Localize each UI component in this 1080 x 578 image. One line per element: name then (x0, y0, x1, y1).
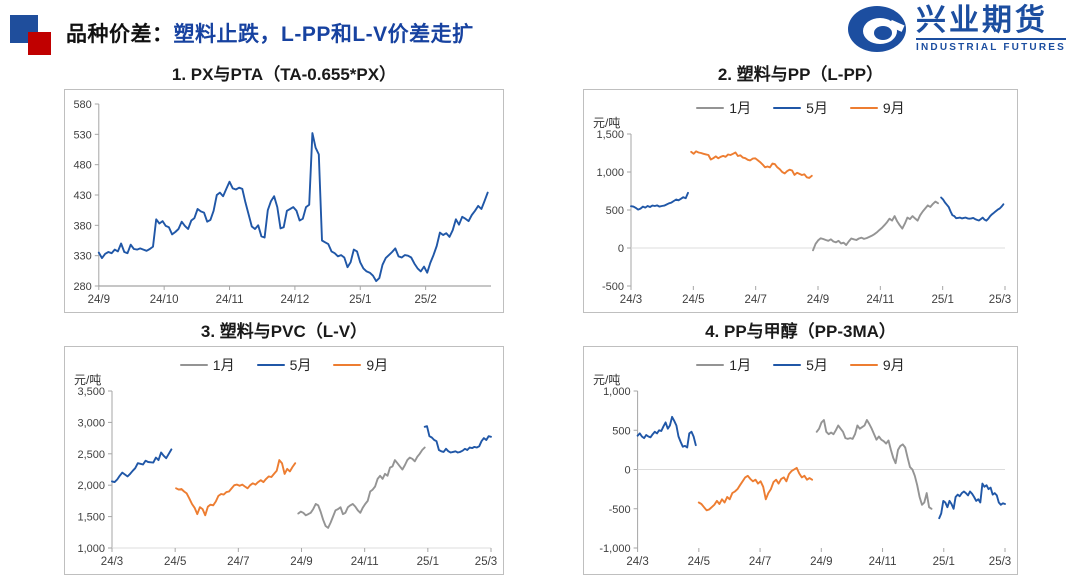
chart-canvas-pp-3ma: -1,000 -500 0 500 1,000 24/3 24/5 24/7 24/9 24/11… (583, 346, 1018, 575)
svg-text:24/7: 24/7 (749, 556, 771, 568)
svg-text:-500: -500 (602, 281, 624, 293)
chart-svg: -500 0 500 1,000 1,500 24/3 24/5 24/7 24/9 24/11 2… (596, 129, 1011, 306)
chart-panel-pp-3ma: 4. PP与甲醇（PP-3MA） -1,000 -500 0 500 1,000 24/3… (583, 313, 1018, 575)
svg-text:24/12: 24/12 (281, 294, 310, 306)
svg-text:1,500: 1,500 (77, 512, 105, 524)
svg-text:24/11: 24/11 (216, 294, 244, 306)
svg-text:24/7: 24/7 (744, 294, 766, 306)
svg-text:25/2: 25/2 (414, 294, 436, 306)
svg-text:25/1: 25/1 (933, 556, 955, 568)
chart-title: 3. 塑料与PVC（L-V） (200, 322, 368, 341)
charts-grid: 1. PX与PTA（TA-0.655*PX） 280 330 380 430 480 53… (64, 60, 1080, 575)
company-logo: 兴业期货 INDUSTRIAL FUTURES (846, 4, 1066, 54)
svg-text:3,500: 3,500 (77, 386, 105, 398)
logo-swirl-icon (848, 6, 907, 52)
chart-title: 2. 塑料与PP（L-PP） (717, 65, 884, 84)
logo-name-en: INDUSTRIAL FUTURES (916, 37, 1066, 53)
red-square (28, 32, 51, 55)
svg-text:-1,000: -1,000 (599, 543, 630, 555)
header: 品种价差：塑料止跌，L-PP和L-V价差走扩 兴业期货 INDUSTRIAL F… (0, 0, 1080, 60)
chart-panel-l-v: 3. 塑料与PVC（L-V） 1,000 1,500 2,000 2,500 3,000… (64, 313, 504, 575)
chart-title: 4. PP与甲醇（PP-3MA） (705, 322, 896, 341)
logo-name-cn: 兴业期货 (916, 4, 1049, 38)
svg-text:24/9: 24/9 (807, 294, 829, 306)
svg-text:1,000: 1,000 (77, 543, 105, 555)
svg-text:24/3: 24/3 (620, 294, 642, 306)
svg-text:2,000: 2,000 (77, 480, 105, 492)
svg-text:1,500: 1,500 (596, 129, 624, 141)
svg-text:1,000: 1,000 (596, 167, 624, 179)
svg-text:-500: -500 (609, 504, 631, 516)
svg-text:25/1: 25/1 (417, 556, 439, 568)
chart-canvas-px-pta: 280 330 380 430 480 530 580 24/9 24/10 24/11 24/12… (64, 89, 504, 313)
svg-text:480: 480 (73, 160, 91, 172)
page-title-prefix: 品种价差： (66, 23, 174, 46)
svg-text:24/9: 24/9 (810, 556, 832, 568)
chart-svg: -1,000 -500 0 500 1,000 24/3 24/5 24/7 24/9 24/11… (599, 386, 1011, 568)
chart-canvas-l-pp: -500 0 500 1,000 1,500 24/3 24/5 24/7 24/9 24/11 2… (583, 89, 1018, 313)
svg-text:24/11: 24/11 (866, 294, 894, 306)
svg-text:530: 530 (73, 129, 91, 141)
svg-text:580: 580 (73, 99, 91, 111)
svg-text:24/11: 24/11 (351, 556, 379, 568)
svg-text:24/11: 24/11 (869, 556, 897, 568)
svg-text:500: 500 (606, 205, 624, 217)
logo-text: 兴业期货 INDUSTRIAL FUTURES (916, 5, 1066, 53)
svg-text:25/3: 25/3 (989, 294, 1011, 306)
chart-title: 1. PX与PTA（TA-0.655*PX） (171, 65, 397, 84)
svg-text:380: 380 (73, 220, 91, 232)
svg-text:25/1: 25/1 (349, 294, 371, 306)
svg-text:0: 0 (624, 465, 630, 477)
chart-svg: 1,000 1,500 2,000 2,500 3,000 3,500 24/3 24/5 24… (77, 386, 497, 568)
chart-canvas-l-v: 1,000 1,500 2,000 2,500 3,000 3,500 24/3 24/5 24… (64, 346, 504, 575)
svg-text:24/5: 24/5 (688, 556, 710, 568)
svg-text:24/5: 24/5 (164, 556, 186, 568)
chart-svg: 280 330 380 430 480 530 580 24/9 24/10 24/11 24/12… (73, 99, 491, 306)
svg-text:25/1: 25/1 (931, 294, 953, 306)
svg-text:25/3: 25/3 (475, 556, 497, 568)
svg-text:24/5: 24/5 (682, 294, 704, 306)
svg-text:24/7: 24/7 (227, 556, 249, 568)
svg-text:25/3: 25/3 (989, 556, 1011, 568)
accent-squares-icon (8, 9, 58, 57)
svg-text:24/10: 24/10 (150, 294, 179, 306)
svg-text:24/3: 24/3 (626, 556, 648, 568)
page-title: 品种价差：塑料止跌，L-PP和L-V价差走扩 (66, 18, 474, 48)
svg-text:1,000: 1,000 (603, 386, 631, 398)
svg-text:280: 280 (73, 281, 91, 293)
svg-text:24/3: 24/3 (101, 556, 123, 568)
svg-text:24/9: 24/9 (290, 556, 312, 568)
chart-panel-l-pp: 2. 塑料与PP（L-PP） -500 0 500 1,000 1,500 24/3 24/… (583, 60, 1018, 313)
svg-text:500: 500 (612, 425, 630, 437)
svg-text:24/9: 24/9 (88, 294, 110, 306)
svg-text:0: 0 (618, 243, 624, 255)
svg-text:3,000: 3,000 (77, 417, 105, 429)
svg-text:430: 430 (73, 190, 91, 202)
chart-panel-px-pta: 1. PX与PTA（TA-0.655*PX） 280 330 380 430 480 53… (64, 60, 504, 313)
svg-text:330: 330 (73, 251, 91, 263)
svg-text:2,500: 2,500 (77, 449, 105, 461)
page-title-highlight: 塑料止跌，L-PP和L-V价差走扩 (173, 23, 474, 46)
